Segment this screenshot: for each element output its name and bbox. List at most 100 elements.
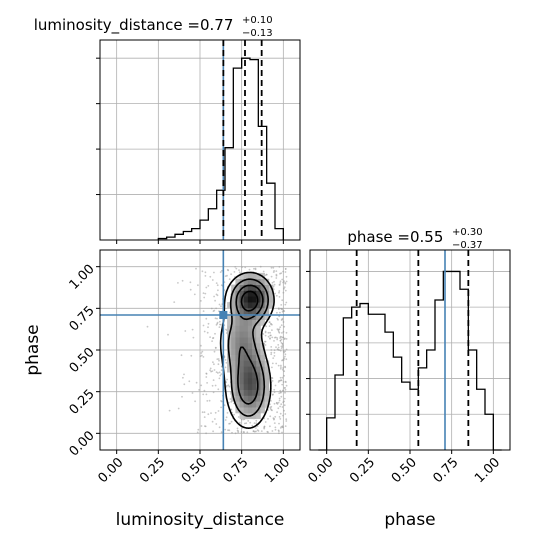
density-cell — [252, 407, 257, 414]
density-cell — [239, 325, 245, 332]
density-cell — [247, 272, 253, 280]
scatter-point — [228, 422, 231, 425]
density-cell — [252, 360, 257, 367]
density-cell — [227, 313, 232, 320]
scatter-point — [284, 366, 287, 369]
scatter-point — [220, 406, 223, 409]
scatter-point — [168, 409, 171, 412]
scatter-point — [220, 323, 222, 326]
scatter-point — [285, 384, 288, 387]
density-cell — [256, 389, 261, 396]
scatter-point — [214, 317, 217, 320]
scatter-point — [183, 373, 185, 376]
scatter-point — [270, 351, 273, 354]
panel-joint-scatter: 0.000.00 0.25 0.25 0.50 0.50 0.75 0.75 1.00 1.00… — [23, 249, 301, 530]
density-cell — [235, 342, 240, 350]
scatter-point — [219, 374, 222, 377]
scatter-point — [146, 325, 149, 328]
scatter-point — [271, 281, 274, 284]
density-cell — [231, 319, 236, 326]
density-cell — [243, 360, 249, 367]
density-cell — [247, 319, 253, 326]
density-cell — [247, 313, 253, 320]
scatter-point — [280, 364, 282, 367]
density-cell — [239, 354, 245, 361]
scatter-point — [281, 406, 284, 408]
scatter-point — [224, 428, 227, 431]
scatter-point — [278, 290, 281, 292]
scatter-point — [270, 346, 273, 348]
scatter-point — [234, 432, 237, 435]
density-cell — [252, 372, 257, 379]
density-cell — [243, 278, 249, 285]
density-cell — [243, 383, 249, 390]
scatter-point — [206, 400, 209, 402]
scatter-point — [281, 389, 284, 392]
density-cell — [231, 383, 236, 390]
scatter-point — [196, 431, 199, 434]
density-cell — [247, 284, 253, 291]
density-cell — [239, 342, 245, 350]
scatter-point — [208, 399, 211, 402]
scatter-point — [270, 353, 273, 356]
scatter-point — [284, 268, 287, 270]
scatter-point — [271, 336, 274, 339]
density-cell — [239, 383, 245, 390]
scatter-point — [216, 321, 219, 324]
scatter-point — [263, 426, 265, 429]
density-cell — [235, 389, 240, 396]
y-axis-label-phase: phase — [23, 324, 43, 375]
scatter-point — [202, 393, 205, 396]
density-cell — [252, 278, 257, 285]
scatter-point — [284, 282, 287, 285]
scatter-point — [278, 308, 280, 310]
density-cell — [260, 284, 265, 291]
scatter-point — [285, 280, 288, 283]
scatter-point — [283, 397, 286, 400]
density-cell — [256, 372, 261, 379]
scatter-point — [280, 395, 283, 398]
grid — [310, 250, 510, 450]
scatter-point — [284, 387, 286, 389]
density-cell — [247, 389, 253, 396]
scatter-point — [213, 363, 215, 366]
density-cell — [247, 331, 253, 338]
scatter-point — [284, 355, 286, 358]
scatter-point — [262, 333, 265, 335]
scatter-point — [282, 359, 285, 361]
scatter-point — [267, 335, 270, 338]
scatter-point — [273, 388, 276, 391]
histogram — [157, 57, 284, 240]
scatter-point — [205, 432, 208, 435]
scatter-point — [245, 422, 248, 425]
scatter-point — [214, 418, 216, 420]
scatter-point — [197, 428, 200, 431]
density-cell — [256, 342, 261, 350]
scatter-point — [282, 350, 285, 352]
scatter-point — [273, 418, 275, 421]
scatter-point — [225, 416, 228, 419]
scatter-point — [281, 431, 283, 434]
scatter-point — [214, 332, 216, 335]
scatter-point — [260, 430, 263, 432]
grid — [100, 250, 300, 450]
scatter-point — [210, 370, 213, 373]
scatter-point — [214, 299, 217, 302]
density-cell — [235, 302, 240, 309]
density-cell — [256, 290, 261, 297]
scatter-point — [283, 351, 285, 354]
scatter-point — [273, 402, 276, 405]
density-cell — [227, 319, 232, 326]
scatter-point — [236, 429, 239, 432]
x-tick-label: 1.00 — [472, 455, 503, 486]
density-cell — [247, 395, 253, 402]
scatter-point — [214, 346, 217, 349]
density-cell — [252, 412, 257, 420]
scatter-point — [202, 356, 205, 358]
scatter-point — [284, 353, 287, 356]
ticks — [96, 57, 284, 244]
density-cell — [260, 389, 265, 396]
scatter-point — [209, 275, 212, 278]
scatter-point — [220, 369, 223, 372]
scatter-point — [209, 367, 212, 370]
